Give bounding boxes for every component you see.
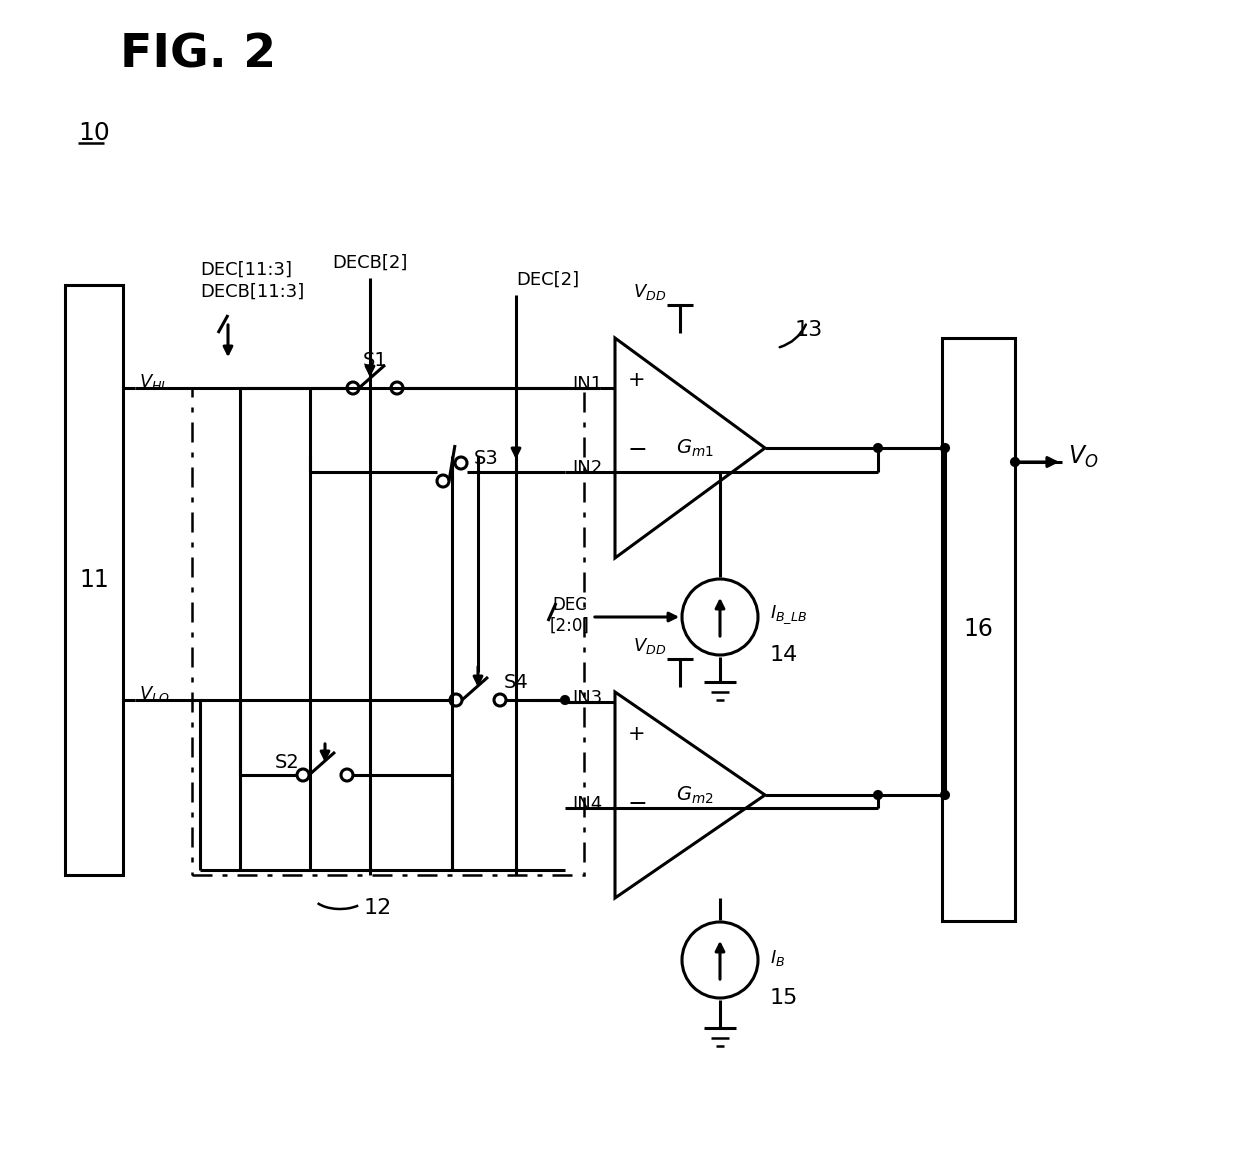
Text: $G_{m1}$: $G_{m1}$ [676, 437, 714, 459]
Text: −: − [627, 792, 647, 816]
Text: 12: 12 [363, 898, 392, 918]
Text: S3: S3 [474, 449, 498, 467]
Text: DEC
[2:0]: DEC [2:0] [551, 596, 590, 634]
Text: IN3: IN3 [572, 689, 601, 707]
Text: IN1: IN1 [572, 375, 601, 393]
Text: S4: S4 [503, 672, 528, 692]
Circle shape [560, 695, 570, 704]
Text: 11: 11 [79, 568, 109, 591]
Circle shape [1011, 457, 1021, 467]
Text: S1: S1 [362, 351, 387, 369]
Bar [192, 389, 584, 875]
Text: +: + [629, 724, 646, 744]
Text: $V_{DD}$: $V_{DD}$ [632, 282, 666, 302]
Text: 15: 15 [770, 988, 799, 1008]
Circle shape [940, 443, 950, 453]
Text: 16: 16 [963, 618, 993, 641]
Text: 13: 13 [795, 321, 823, 340]
Text: $V_{LO}$: $V_{LO}$ [139, 684, 170, 704]
Text: IN2: IN2 [572, 459, 601, 477]
Text: $I_{B\_LB}$: $I_{B\_LB}$ [770, 604, 807, 626]
Text: IN4: IN4 [572, 796, 601, 813]
Bar [942, 338, 1016, 921]
Text: DEC[11:3]: DEC[11:3] [200, 261, 291, 279]
Text: −: − [627, 438, 647, 462]
Text: $I_B$: $I_B$ [770, 948, 785, 969]
Text: 10: 10 [78, 121, 110, 145]
Circle shape [873, 443, 883, 453]
Text: FIG. 2: FIG. 2 [120, 32, 277, 77]
Text: +: + [629, 370, 646, 390]
Text: DECB[11:3]: DECB[11:3] [200, 282, 304, 301]
Circle shape [873, 790, 883, 800]
Text: $V_O$: $V_O$ [1068, 444, 1099, 470]
Text: $V_{DD}$: $V_{DD}$ [632, 636, 666, 656]
Text: S2: S2 [274, 754, 299, 773]
Bar [64, 285, 123, 875]
Text: $V_{HI}$: $V_{HI}$ [139, 372, 166, 392]
Text: $G_{m2}$: $G_{m2}$ [676, 784, 714, 806]
Text: 14: 14 [770, 645, 799, 665]
Text: DEC[2]: DEC[2] [516, 271, 579, 289]
Circle shape [940, 790, 950, 800]
Text: DECB[2]: DECB[2] [332, 254, 408, 272]
